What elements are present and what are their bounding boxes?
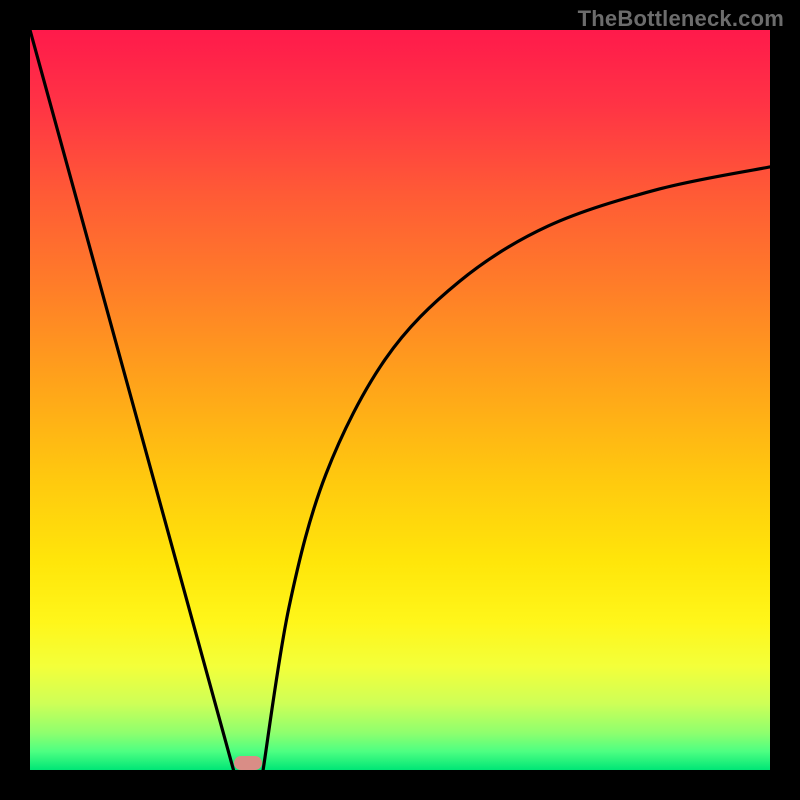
curve-layer xyxy=(30,30,770,770)
curve-right-branch xyxy=(263,167,770,770)
watermark-text: TheBottleneck.com xyxy=(578,6,784,32)
minimum-marker xyxy=(234,756,262,770)
curve-left-branch xyxy=(30,30,234,770)
chart-frame: TheBottleneck.com xyxy=(0,0,800,800)
plot-area xyxy=(30,30,770,770)
